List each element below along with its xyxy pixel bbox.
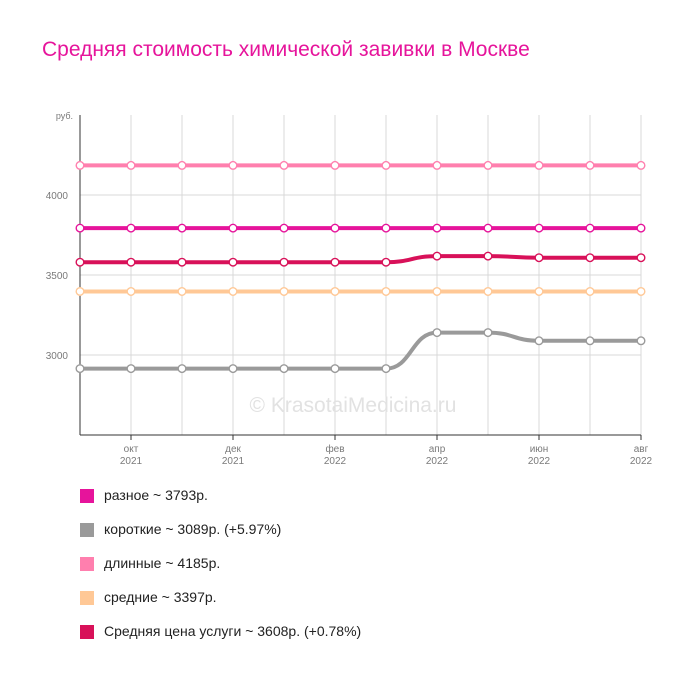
legend-swatch bbox=[80, 523, 94, 537]
data-point bbox=[483, 328, 493, 338]
data-point bbox=[585, 160, 595, 170]
data-point bbox=[279, 160, 289, 170]
data-point bbox=[636, 336, 646, 346]
x-tick-label: 2022 bbox=[426, 456, 449, 467]
data-point bbox=[279, 223, 289, 233]
y-unit-label: руб. bbox=[56, 111, 73, 121]
x-tick-label: авг bbox=[634, 444, 649, 455]
data-point bbox=[126, 160, 136, 170]
data-point bbox=[534, 253, 544, 263]
x-tick-label: 2022 bbox=[528, 456, 551, 467]
legend-label: длинные ~ 4185р. bbox=[104, 555, 221, 571]
data-point bbox=[483, 223, 493, 233]
data-point bbox=[483, 160, 493, 170]
data-point bbox=[381, 286, 391, 296]
data-point bbox=[75, 286, 85, 296]
x-tick-label: 2022 bbox=[324, 456, 347, 467]
y-tick-label: 4000 bbox=[46, 191, 69, 202]
y-tick-label: 3000 bbox=[46, 351, 69, 362]
legend-swatch bbox=[80, 591, 94, 605]
x-tick-label: дек bbox=[225, 444, 241, 455]
data-point bbox=[432, 251, 442, 261]
legend-swatch bbox=[80, 489, 94, 503]
watermark: © KrasotaiMedicina.ru bbox=[250, 394, 457, 417]
data-point bbox=[279, 364, 289, 374]
legend-label: разное ~ 3793р. bbox=[104, 487, 208, 503]
data-point bbox=[177, 257, 187, 267]
data-point bbox=[75, 257, 85, 267]
data-point bbox=[228, 160, 238, 170]
data-point bbox=[330, 286, 340, 296]
data-point bbox=[126, 257, 136, 267]
data-point bbox=[177, 160, 187, 170]
data-point bbox=[585, 253, 595, 263]
data-point bbox=[330, 223, 340, 233]
data-point bbox=[330, 257, 340, 267]
series-line bbox=[78, 330, 643, 371]
data-point bbox=[636, 286, 646, 296]
x-tick-label: 2021 bbox=[120, 456, 143, 467]
legend-label: Средняя цена услуги ~ 3608р. (+0.78%) bbox=[104, 623, 362, 639]
data-point bbox=[585, 286, 595, 296]
data-point bbox=[75, 223, 85, 233]
data-point bbox=[228, 223, 238, 233]
data-point bbox=[381, 364, 391, 374]
data-point bbox=[432, 160, 442, 170]
data-point bbox=[483, 251, 493, 261]
data-point bbox=[432, 223, 442, 233]
x-tick-label: фев bbox=[325, 443, 344, 455]
data-point bbox=[126, 286, 136, 296]
data-point bbox=[636, 253, 646, 263]
x-tick-label: 2021 bbox=[222, 456, 245, 467]
data-point bbox=[636, 223, 646, 233]
data-point bbox=[330, 364, 340, 374]
legend-swatch bbox=[80, 625, 94, 639]
data-point bbox=[75, 364, 85, 374]
legend-label: короткие ~ 3089р. (+5.97%) bbox=[104, 521, 282, 537]
data-point bbox=[279, 257, 289, 267]
data-point bbox=[279, 286, 289, 296]
data-point bbox=[585, 223, 595, 233]
data-point bbox=[381, 257, 391, 267]
data-point bbox=[636, 160, 646, 170]
data-point bbox=[75, 160, 85, 170]
data-point bbox=[228, 257, 238, 267]
data-point bbox=[432, 328, 442, 338]
legend-swatch bbox=[80, 557, 94, 571]
data-point bbox=[534, 336, 544, 346]
data-point bbox=[228, 286, 238, 296]
chart-title: Средняя стоимость химической завивки в М… bbox=[42, 38, 530, 61]
y-tick-label: 3500 bbox=[46, 271, 69, 282]
data-point bbox=[177, 364, 187, 374]
legend-label: средние ~ 3397р. bbox=[104, 589, 217, 605]
x-tick-label: апр bbox=[429, 444, 446, 455]
data-point bbox=[585, 336, 595, 346]
x-tick-label: окт bbox=[124, 444, 139, 455]
data-point bbox=[483, 286, 493, 296]
x-tick-label: 2022 bbox=[630, 456, 653, 467]
data-point bbox=[126, 223, 136, 233]
data-point bbox=[177, 286, 187, 296]
data-point bbox=[228, 364, 238, 374]
data-point bbox=[330, 160, 340, 170]
data-point bbox=[177, 223, 187, 233]
series-line bbox=[78, 254, 643, 265]
data-point bbox=[534, 286, 544, 296]
data-point bbox=[126, 364, 136, 374]
x-tick-label: июн bbox=[530, 444, 549, 455]
data-point bbox=[381, 160, 391, 170]
data-point bbox=[534, 223, 544, 233]
data-point bbox=[432, 286, 442, 296]
data-point bbox=[381, 223, 391, 233]
data-point bbox=[534, 160, 544, 170]
